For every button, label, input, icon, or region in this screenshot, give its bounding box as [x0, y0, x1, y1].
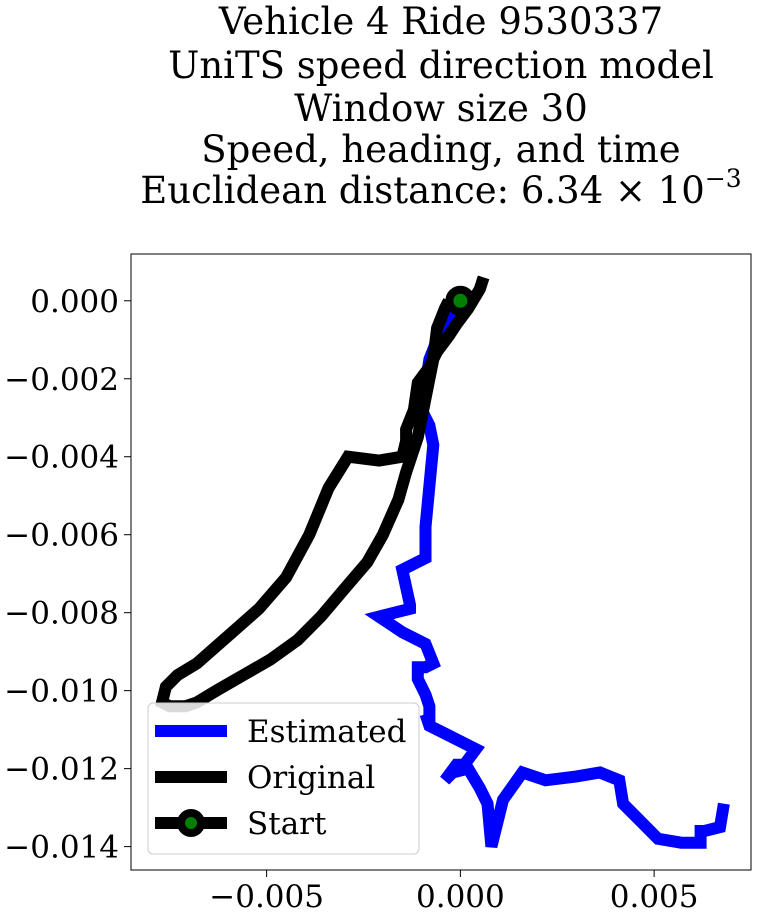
x-axis: −0.005 0.000 0.005 — [209, 870, 699, 915]
y-axis: 0.000 −0.002 −0.004 −0.006 −0.008 −0.010 −0.01… — [4, 284, 131, 866]
legend-label-start: Start — [247, 806, 327, 842]
title-exponent: −3 — [705, 164, 742, 193]
legend: Estimated Original Start — [147, 702, 420, 855]
y-tick-label: −0.010 — [4, 674, 119, 710]
start-marker — [445, 285, 476, 316]
y-tick-label: 0.000 — [30, 284, 119, 320]
series-line-original — [155, 275, 490, 713]
title-distance-text: Euclidean distance: 6.34 × 10 — [140, 169, 705, 212]
y-tick-label: −0.014 — [4, 830, 119, 866]
title-line-5: Euclidean distance: 6.34 × 10−3 — [140, 164, 741, 212]
x-tick-label: −0.005 — [209, 879, 324, 915]
plot-data-area — [155, 275, 730, 849]
title-line-2: UniTS speed direction model — [168, 44, 714, 87]
chart-title: Vehicle 4 Ride 9530337 UniTS speed direc… — [140, 0, 741, 212]
y-tick-label: −0.006 — [4, 518, 119, 554]
legend-label-estimated: Estimated — [247, 714, 406, 750]
legend-label-original: Original — [247, 760, 375, 796]
y-tick-label: −0.004 — [4, 440, 119, 476]
title-line-1: Vehicle 4 Ride 9530337 — [218, 0, 663, 43]
plot-frame — [130, 253, 752, 871]
title-line-3: Window size 30 — [294, 87, 588, 130]
y-tick-label: −0.002 — [4, 362, 119, 398]
y-tick-label: −0.012 — [4, 752, 119, 788]
title-line-4: Speed, heading, and time — [201, 128, 680, 171]
x-tick-label: 0.000 — [416, 879, 505, 915]
series-line-estimated — [364, 297, 730, 849]
y-tick-label: −0.008 — [4, 596, 119, 632]
legend-marker-start — [177, 809, 205, 837]
x-tick-label: 0.005 — [610, 879, 699, 915]
legend-box — [147, 702, 420, 855]
